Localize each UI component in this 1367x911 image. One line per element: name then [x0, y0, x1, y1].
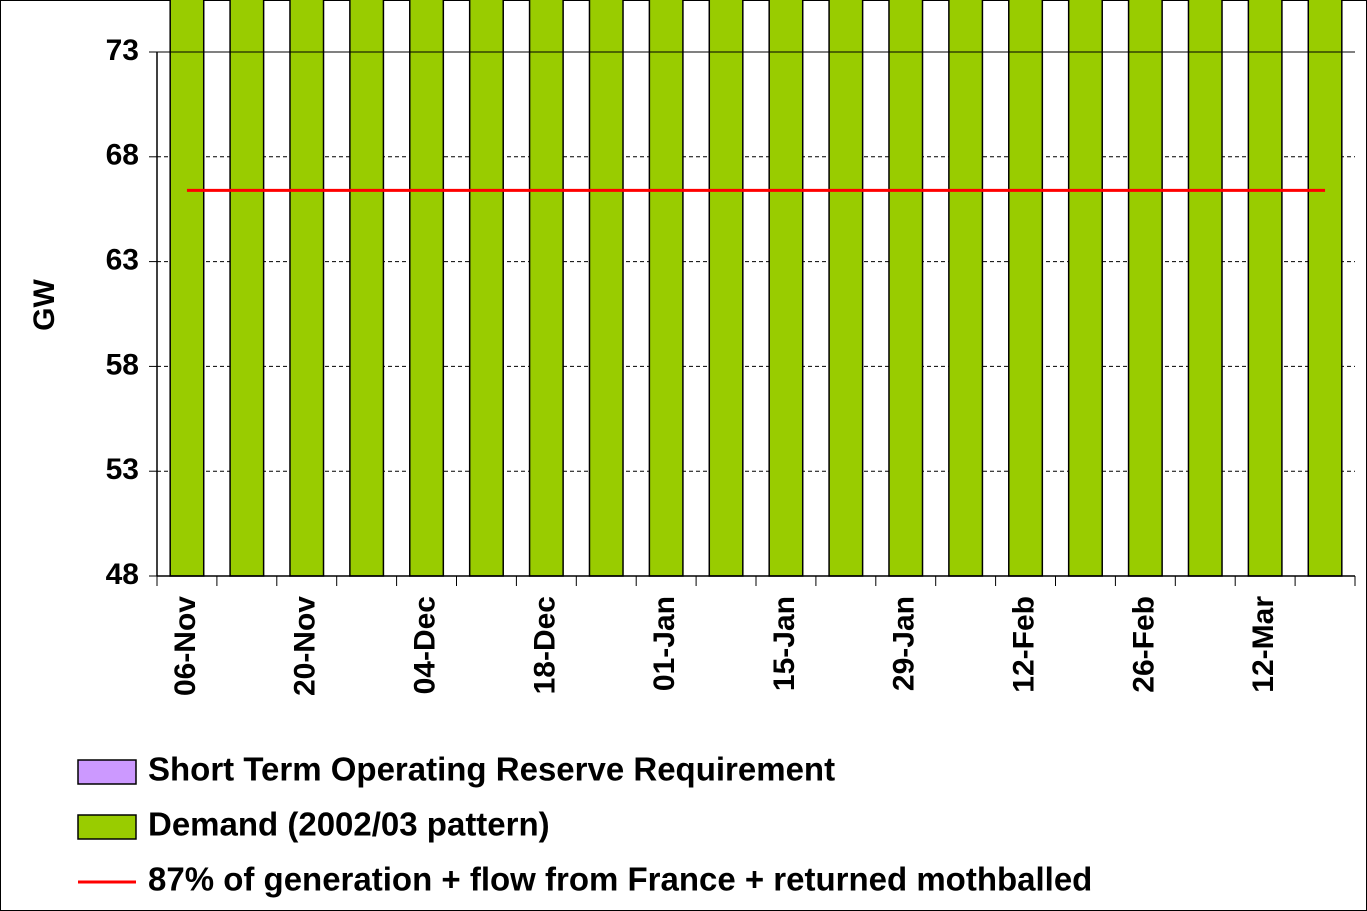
- bar: [229, 0, 265, 577]
- bar: [648, 0, 684, 577]
- x-tick-label: 12-Feb: [1007, 596, 1040, 693]
- bar: [888, 0, 924, 577]
- bar: [1247, 0, 1283, 577]
- legend-swatch: [77, 814, 137, 840]
- x-tick-label: 04-Dec: [408, 596, 441, 694]
- legend-label: Short Term Operating Reserve Requirement: [148, 751, 835, 788]
- bar: [768, 0, 804, 577]
- bar: [468, 0, 504, 577]
- y-tick-label: 53: [106, 453, 139, 486]
- bar: [289, 0, 325, 577]
- x-tick-label: 18-Dec: [528, 596, 561, 694]
- legend-label: 87% of generation + flow from France + r…: [148, 861, 1092, 898]
- x-tick-label: 15-Jan: [768, 596, 801, 691]
- y-axis-label: GW: [28, 278, 61, 330]
- bar: [1008, 0, 1044, 577]
- y-tick-label: 68: [106, 139, 139, 172]
- x-tick-label: 06-Nov: [169, 596, 202, 696]
- x-tick-label: 01-Jan: [648, 596, 681, 691]
- y-tick-label: 48: [106, 558, 139, 591]
- bar: [1127, 0, 1163, 577]
- bar: [948, 0, 984, 577]
- legend-swatch: [77, 759, 137, 785]
- y-tick-label: 73: [106, 34, 139, 67]
- bar: [1187, 0, 1223, 577]
- x-tick-label: 26-Feb: [1127, 596, 1160, 693]
- y-tick-label: 58: [106, 348, 139, 381]
- bar: [409, 0, 445, 577]
- bar: [708, 0, 744, 577]
- x-tick-label: 12-Mar: [1247, 596, 1280, 693]
- bar: [169, 0, 205, 577]
- x-tick-label: 20-Nov: [289, 596, 322, 696]
- bar: [828, 0, 864, 577]
- bar: [1307, 0, 1343, 577]
- bar: [349, 0, 385, 577]
- x-tick-label: 29-Jan: [888, 596, 921, 691]
- bar: [1067, 0, 1103, 577]
- legend-label: Demand (2002/03 pattern): [148, 806, 550, 843]
- bar: [528, 0, 564, 577]
- bar: [588, 0, 624, 577]
- y-tick-label: 63: [106, 244, 139, 277]
